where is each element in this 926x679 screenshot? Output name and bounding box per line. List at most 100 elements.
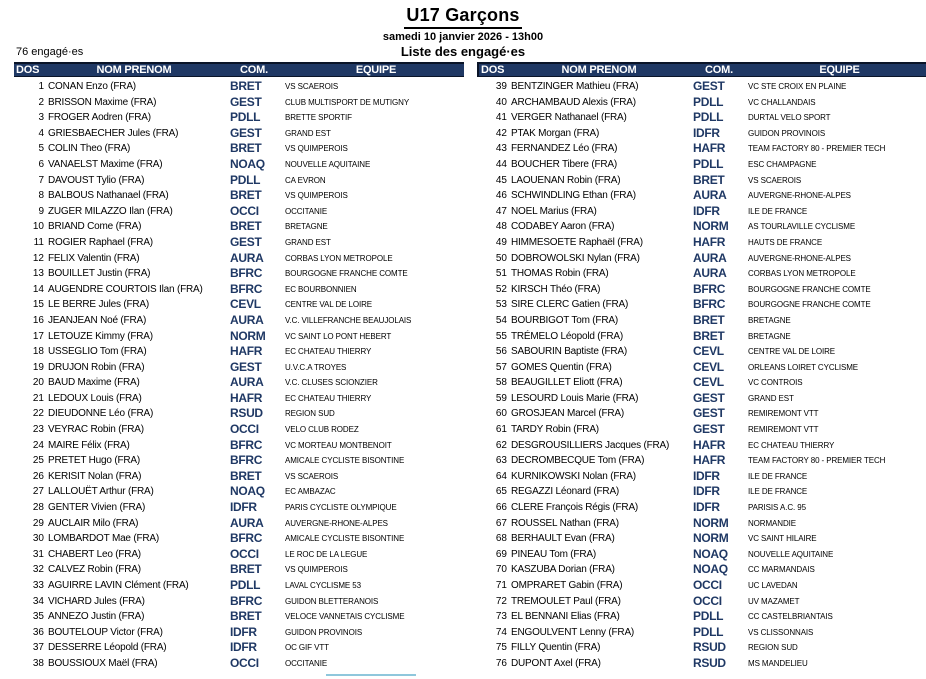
rider-team: MS MANDELIEU [748,658,808,668]
table-row: 10 BRIAND Come (FRA) BRET BRETAGNE [14,219,464,235]
rider-number: 24 [32,439,44,451]
table-row: 71 OMPRARET Gabin (FRA) OCCI UC LAVEDAN [477,578,926,594]
rider-name: ANNEZO Justin (FRA) [48,611,145,623]
rider-name: VERGER Nathanael (FRA) [511,112,627,124]
rider-number: 3 [38,112,44,124]
rider-name: CLERE François Régis (FRA) [511,502,639,514]
rider-team: OC GIF VTT [285,643,329,653]
rider-committee: CEVL [230,297,261,312]
rider-number: 67 [495,517,507,529]
rider-number: 30 [32,533,44,545]
column-header-com: COM. [705,64,733,76]
table-row: 29 AUCLAIR Milo (FRA) AURA AUVERGNE-RHON… [14,516,464,532]
rider-number: 59 [495,392,507,404]
table-row: 60 GROSJEAN Marcel (FRA) GEST REMIREMONT… [477,406,926,422]
rider-team: VC SAINT HILAIRE [748,534,817,544]
table-row: 1 CONAN Enzo (FRA) BRET VS SCAEROIS [14,79,464,95]
rider-name: JEANJEAN Noé (FRA) [48,314,147,326]
rider-name: CONAN Enzo (FRA) [48,81,136,92]
rider-team: BRETAGNE [748,315,791,325]
rider-team: EC CHATEAU THIERRY [285,393,372,403]
table-row: 25 PRETET Hugo (FRA) BFRC AMICALE CYCLIS… [14,453,464,469]
rider-committee: BFRC [230,593,263,608]
table-row: 39 BENTZINGER Mathieu (FRA) GEST VC STE … [477,79,926,95]
rider-team: VELOCE VANNETAIS CYCLISME [285,612,405,622]
rider-number: 17 [32,330,44,342]
rider-committee: NORM [230,328,266,343]
rider-number: 50 [495,252,507,264]
rider-committee: BFRC [693,281,726,296]
table-header-right: DOS NOM PRENOM COM. EQUIPE [477,62,926,77]
left-table-body: 1 CONAN Enzo (FRA) BRET VS SCAEROIS 2 BR… [14,77,464,672]
column-header-dos: DOS [481,64,505,76]
rider-name: SCHWINDLING Ethan (FRA) [511,190,636,202]
rider-committee: CEVL [693,359,724,374]
rider-name: ARCHAMBAUD Alexis (FRA) [511,96,636,108]
table-row: 21 LEDOUX Louis (FRA) HAFR EC CHATEAU TH… [14,391,464,407]
rider-number: 69 [495,548,507,560]
rider-team: ILE DE FRANCE [748,471,808,481]
rider-committee: NOAQ [693,546,728,561]
column-header-com: COM. [240,64,268,76]
rider-number: 54 [495,314,507,326]
rider-committee: BFRC [230,453,263,468]
table-row: 30 LOMBARDOT Mae (FRA) BFRC AMICALE CYCL… [14,531,464,547]
rider-name: BRISSON Maxime (FRA) [48,96,157,108]
table-row: 36 BOUTELOUP Victor (FRA) IDFR GUIDON PR… [14,625,464,641]
table-row: 28 GENTER Vivien (FRA) IDFR PARIS CYCLIS… [14,500,464,516]
table-row: 47 NOEL Marius (FRA) IDFR ILE DE FRANCE [477,204,926,220]
rider-name: LALLOUËT Arthur (FRA) [48,486,154,498]
rider-name: BOUCHER Tibere (FRA) [511,158,618,170]
rider-name: DESGROUSILLIERS Jacques (FRA) [511,439,670,451]
rider-number: 5 [38,143,44,155]
rider-committee: AURA [230,515,264,530]
rider-name: AUGENDRE COURTOIS Ilan (FRA) [48,283,203,295]
rider-committee: BRET [230,562,262,577]
rider-team: EC BOURBONNIEN [285,284,357,294]
table-row: 76 DUPONT Axel (FRA) RSUD MS MANDELIEU [477,656,926,672]
rider-committee: RSUD [230,406,263,421]
table-row: 22 DIEUDONNE Léo (FRA) RSUD REGION SUD [14,406,464,422]
rider-name: PTAK Morgan (FRA) [511,127,600,139]
rider-name: TREMOULET Paul (FRA) [511,595,621,607]
table-row: 31 CHABERT Leo (FRA) OCCI LE ROC DE LA L… [14,547,464,563]
table-row: 9 ZUGER MILAZZO Ilan (FRA) OCCI OCCITANI… [14,204,464,220]
rider-number: 28 [32,502,44,514]
roster-table-left: DOS NOM PRENOM COM. EQUIPE 1 CONAN Enzo … [14,62,464,672]
rider-number: 44 [495,158,507,170]
rider-name: BAUD Maxime (FRA) [48,377,140,389]
rider-team: UV MAZAMET [748,596,800,606]
rider-committee: BFRC [230,437,263,452]
table-row: 67 ROUSSEL Nathan (FRA) NORM NORMANDIE [477,516,926,532]
rider-committee: AURA [230,312,264,327]
rider-team: LE ROC DE LA LEGUE [285,549,368,559]
rider-number: 2 [38,96,44,108]
rider-team: REGION SUD [285,409,335,419]
rider-committee: OCCI [693,578,722,592]
rider-committee: CEVL [693,375,724,390]
rider-number: 62 [495,439,507,451]
rider-name: DESSERRE Léopold (FRA) [48,642,167,654]
rider-committee: HAFR [693,453,726,468]
rider-committee: BFRC [230,531,263,546]
roster-table-right: DOS NOM PRENOM COM. EQUIPE 39 BENTZINGER… [477,62,926,672]
bottom-divider-line [326,674,416,676]
rider-committee: IDFR [230,500,257,515]
rider-team: ILE DE FRANCE [748,206,808,216]
rider-committee: HAFR [230,390,263,405]
rider-committee: OCCI [230,203,259,218]
rider-name: DIEUDONNE Léo (FRA) [48,408,154,420]
rider-number: 55 [495,330,507,342]
rider-name: GENTER Vivien (FRA) [48,502,146,514]
rider-team: ORLEANS LOIRET CYCLISME [748,362,859,372]
rider-committee: BRET [230,79,262,93]
rider-number: 13 [32,268,44,280]
rider-team: CORBAS LYON METROPOLE [285,253,393,263]
rider-team: UC LAVEDAN [748,581,798,590]
rider-team: OCCITANIE [285,206,328,216]
table-row: 13 BOUILLET Justin (FRA) BFRC BOURGOGNE … [14,266,464,282]
rider-team: NORMANDIE [748,518,796,528]
rider-name: TARDY Robin (FRA) [511,424,599,436]
rider-number: 18 [32,346,44,358]
rider-name: BOURBIGOT Tom (FRA) [511,314,618,326]
